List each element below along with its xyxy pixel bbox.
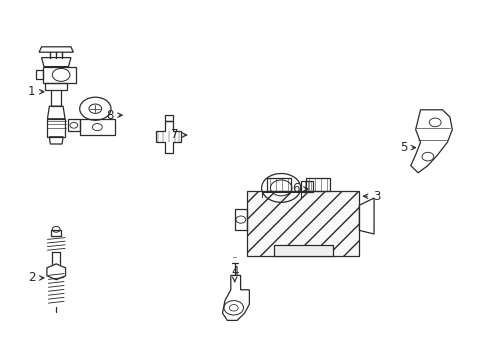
Text: 7: 7: [170, 129, 186, 141]
Text: 4: 4: [230, 265, 238, 282]
Text: 1: 1: [28, 85, 44, 98]
Polygon shape: [246, 191, 359, 256]
Text: 8: 8: [106, 109, 122, 122]
Text: 6: 6: [291, 183, 307, 195]
Text: 2: 2: [28, 271, 44, 284]
Polygon shape: [273, 245, 332, 256]
Text: 5: 5: [399, 141, 415, 154]
Text: 3: 3: [363, 190, 380, 203]
